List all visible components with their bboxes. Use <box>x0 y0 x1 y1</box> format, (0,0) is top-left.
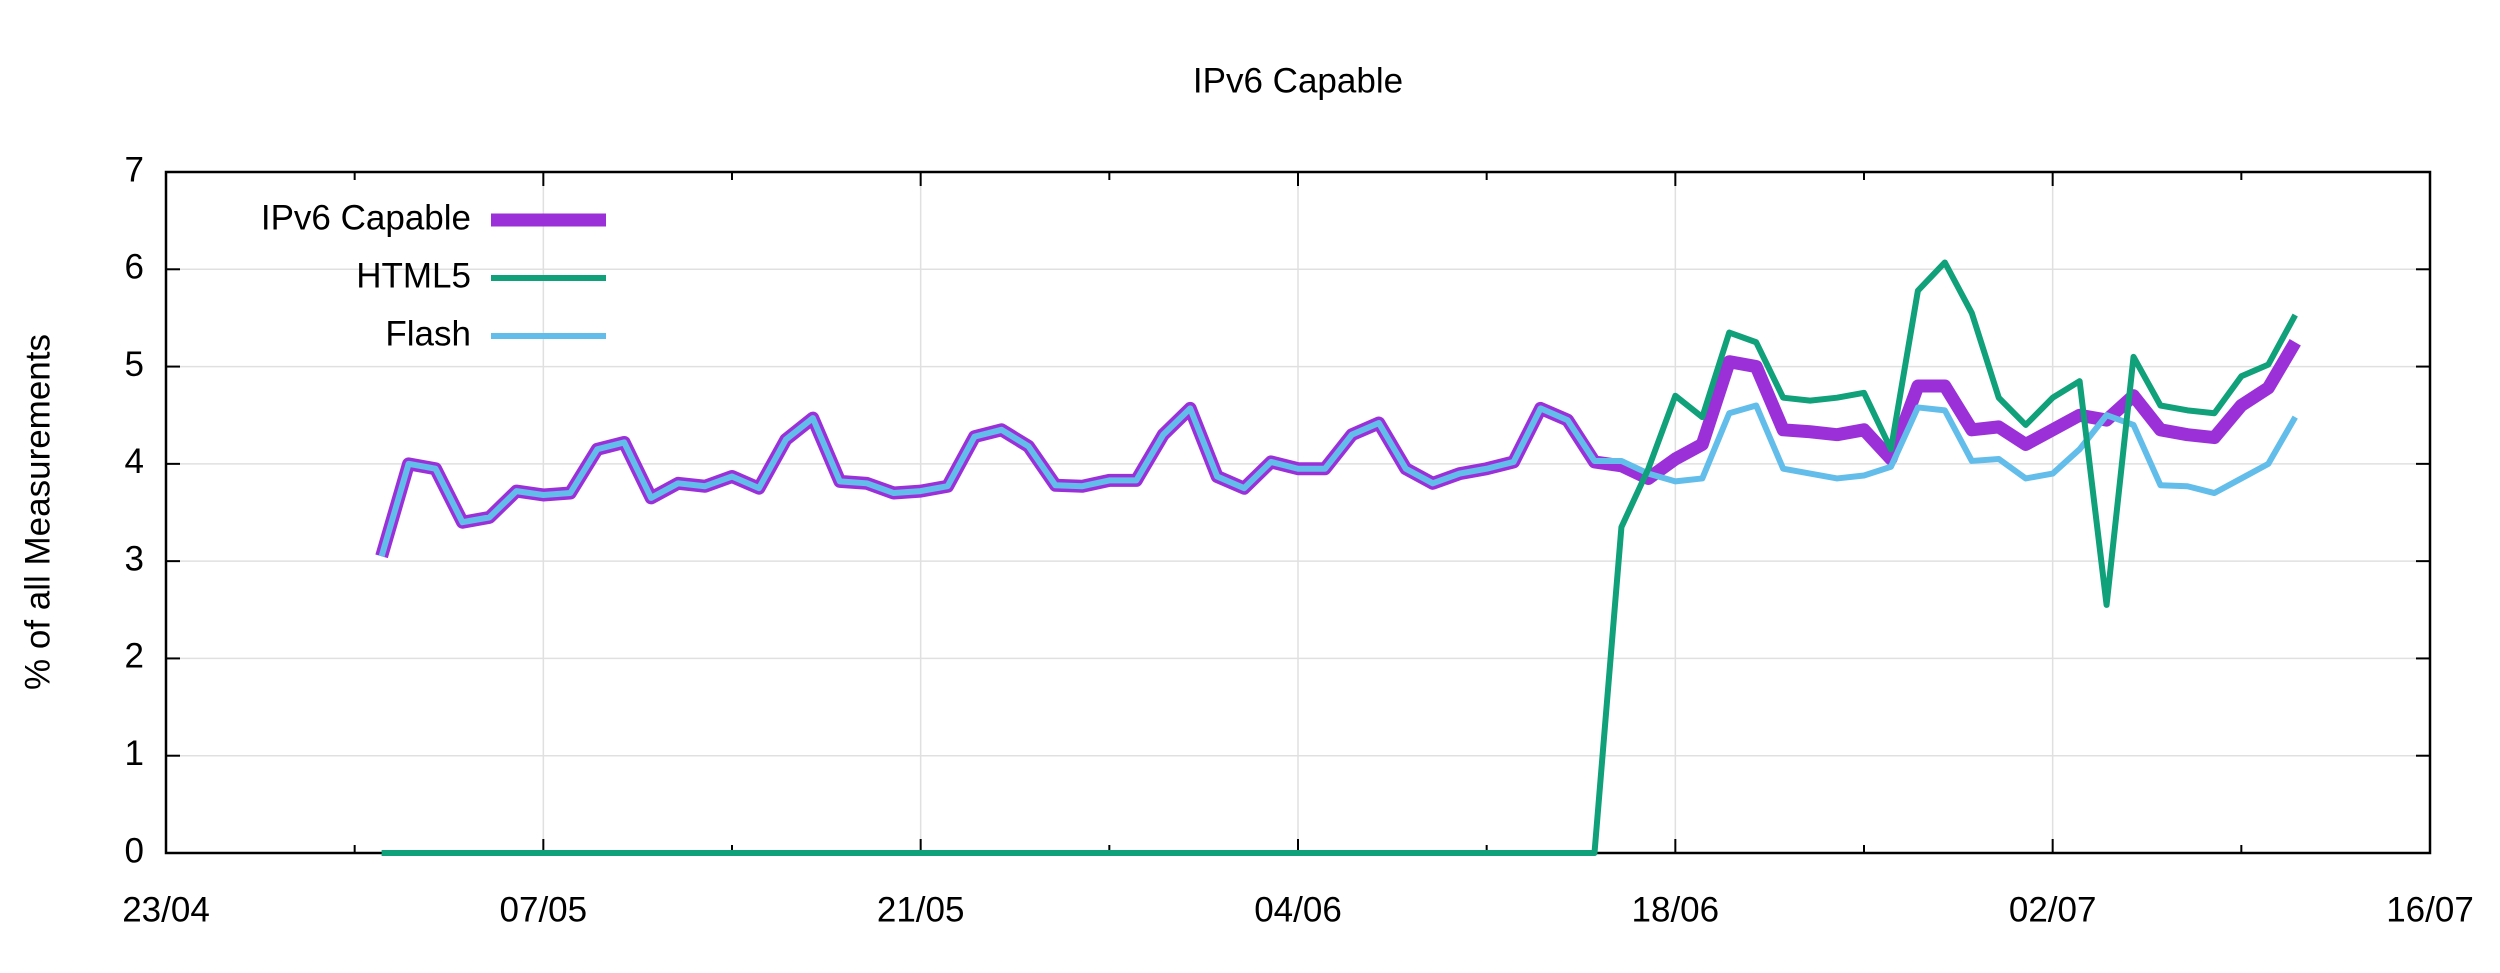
y-tick-label: 1 <box>125 734 144 773</box>
series-line <box>381 259 2298 856</box>
legend-label: IPv6 Capable <box>261 198 471 237</box>
x-tick-label: 02/07 <box>2009 890 2097 929</box>
y-tick-label: 6 <box>125 248 144 287</box>
chart-title: IPv6 Capable <box>1193 61 1403 100</box>
legend-label: Flash <box>385 314 471 353</box>
y-tick-label: 0 <box>125 831 144 870</box>
series-line <box>378 402 2298 558</box>
y-tick-label: 4 <box>125 442 144 481</box>
x-tick-label: 04/06 <box>1254 890 1342 929</box>
x-tick-label: 21/05 <box>877 890 965 929</box>
y-tick-label: 5 <box>125 345 144 384</box>
y-tick-label: 2 <box>125 637 144 676</box>
y-tick-label: 3 <box>125 539 144 578</box>
legend-label: HTML5 <box>356 256 471 295</box>
x-tick-label: 16/07 <box>2386 890 2474 929</box>
y-axis-label: % of all Measurements <box>18 334 57 690</box>
x-tick-label: 07/05 <box>500 890 588 929</box>
x-tick-label: 18/06 <box>1632 890 1720 929</box>
x-tick-label: 23/04 <box>122 890 210 929</box>
y-tick-label: 7 <box>125 150 144 189</box>
